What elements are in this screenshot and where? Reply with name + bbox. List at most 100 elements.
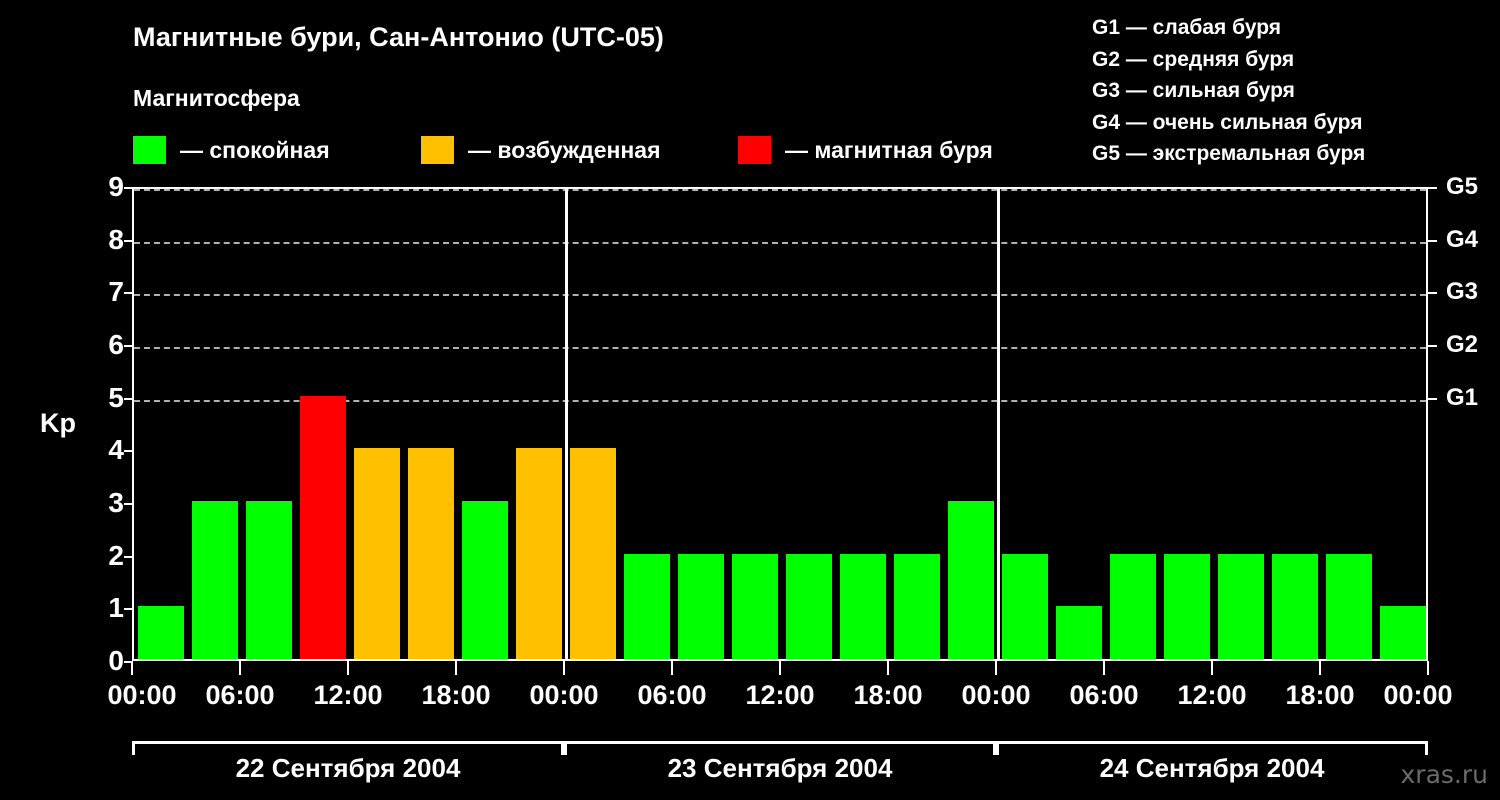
x-tick-mark bbox=[779, 661, 781, 675]
gridline-kp-9 bbox=[134, 189, 1426, 191]
bar bbox=[1164, 553, 1210, 659]
gscale-row-g3: G3 — сильная буря bbox=[1092, 79, 1295, 102]
y-tick-label-9: 9 bbox=[108, 171, 124, 202]
y-tick-label-5: 5 bbox=[108, 381, 124, 413]
y-tick-mark bbox=[124, 503, 133, 505]
bar bbox=[732, 553, 778, 659]
day-band-rule bbox=[996, 741, 1428, 744]
legend-swatch-storm-icon bbox=[738, 136, 771, 164]
day-band-tick bbox=[132, 741, 135, 755]
legend-swatch-unsettled-icon bbox=[421, 136, 454, 164]
gridline-kp-8 bbox=[134, 241, 1426, 244]
x-tick-mark bbox=[887, 661, 889, 675]
y-tick-label-7: 7 bbox=[108, 276, 124, 308]
bar bbox=[786, 553, 832, 659]
y-tick-mark bbox=[124, 608, 133, 611]
x-tick-label: 18:00 bbox=[421, 680, 491, 710]
legend-label-storm: — магнитная буря bbox=[785, 136, 993, 163]
bar bbox=[408, 448, 454, 659]
day-label: 22 Сентября 2004 bbox=[235, 753, 461, 783]
watermark: xras.ru bbox=[1400, 760, 1489, 789]
x-tick-mark bbox=[1211, 661, 1213, 675]
g-tick-mark bbox=[1428, 292, 1437, 295]
gscale-row-g5: G5 — экстремальная буря bbox=[1092, 142, 1366, 165]
x-tick-label: 00:00 bbox=[1383, 680, 1453, 710]
bar bbox=[462, 501, 508, 659]
x-tick-label: 18:00 bbox=[853, 680, 923, 710]
day-labels: 22 Сентября 2004 23 Сентября 2004 24 Сентя… bbox=[132, 755, 1428, 795]
x-tick-mark bbox=[1319, 661, 1321, 675]
g-tick-label-g1: G1 bbox=[1446, 383, 1479, 411]
gridline-kp-6 bbox=[134, 347, 1426, 349]
y-tick-mark bbox=[124, 661, 133, 663]
bar bbox=[678, 553, 724, 659]
y-tick-mark bbox=[124, 292, 133, 295]
day-bands bbox=[132, 741, 1428, 755]
gscale-row-g4: G4 — очень сильная буря bbox=[1092, 110, 1363, 134]
x-tick-label: 00:00 bbox=[107, 680, 177, 710]
y-tick-mark bbox=[124, 555, 133, 558]
y-tick-mark bbox=[124, 397, 133, 400]
bar bbox=[948, 501, 994, 659]
y-tick-mark bbox=[124, 187, 133, 189]
x-tick-label: 12:00 bbox=[1177, 680, 1247, 710]
gridline-kp-7 bbox=[134, 294, 1426, 297]
day-band-tick bbox=[561, 741, 564, 755]
gscale-row-g2: G2 — средняя буря bbox=[1092, 47, 1295, 71]
legend-entry-storm: — магнитная буря bbox=[738, 133, 993, 167]
legend-entry-unsettled: — возбужденная bbox=[421, 133, 661, 167]
x-tick-label: 06:00 bbox=[1069, 680, 1139, 710]
day-band-tick bbox=[996, 741, 999, 755]
legend-label-quiet: — спокойная bbox=[180, 136, 330, 163]
bar bbox=[516, 448, 562, 659]
day-band-tick bbox=[993, 741, 996, 755]
day-band-tick bbox=[564, 741, 567, 755]
x-tick-label: 12:00 bbox=[745, 680, 815, 710]
bar bbox=[246, 501, 292, 659]
bar bbox=[1002, 553, 1048, 659]
x-tick-label: 06:00 bbox=[637, 680, 707, 710]
x-tick-label: 00:00 bbox=[529, 680, 599, 710]
x-tick-mark bbox=[455, 661, 457, 675]
bar bbox=[1110, 553, 1156, 659]
y-axis-label: Kp bbox=[40, 408, 76, 438]
y-tick-label-6: 6 bbox=[108, 329, 124, 360]
day-separator bbox=[564, 189, 568, 659]
day-band-tick bbox=[1425, 741, 1428, 755]
bar bbox=[570, 448, 616, 659]
bar bbox=[1218, 553, 1264, 659]
x-tick-mark bbox=[131, 661, 133, 675]
y-tick-label-0: 0 bbox=[108, 645, 124, 676]
x-tick-mark bbox=[239, 661, 241, 675]
bar bbox=[1272, 553, 1318, 659]
g-tick-mark bbox=[1428, 345, 1437, 347]
x-axis-ticks bbox=[131, 661, 1429, 677]
bar bbox=[840, 553, 886, 659]
day-label: 24 Сентября 2004 bbox=[1099, 753, 1325, 783]
magnetosphere-legend: — спокойная — возбужденная — магнитная бур… bbox=[133, 133, 1033, 167]
y-tick-mark bbox=[124, 345, 133, 347]
bar bbox=[624, 553, 670, 659]
y-tick-label-4: 4 bbox=[108, 434, 124, 466]
g-tick-label-g4: G4 bbox=[1446, 225, 1479, 253]
y-tick-label-8: 8 bbox=[108, 223, 124, 255]
x-tick-label: 12:00 bbox=[313, 680, 383, 710]
x-tick-mark bbox=[995, 661, 997, 675]
bar bbox=[894, 553, 940, 659]
bar bbox=[300, 395, 346, 659]
plot-area bbox=[132, 187, 1428, 661]
gridline-kp-5 bbox=[134, 399, 1426, 402]
legend-entry-quiet: — спокойная bbox=[133, 133, 330, 167]
bar bbox=[192, 501, 238, 659]
gscale-row-g1: G1 — слабая буря bbox=[1092, 16, 1282, 39]
bar bbox=[1380, 606, 1426, 659]
x-tick-mark bbox=[563, 661, 565, 675]
g-tick-label-g5: G5 bbox=[1446, 173, 1479, 200]
bar bbox=[354, 448, 400, 659]
x-tick-mark bbox=[1427, 661, 1429, 675]
g-tick-label-g2: G2 bbox=[1446, 331, 1479, 358]
gscale-legend: G1 — слабая буря G2 — средняя буря G3 — си… bbox=[1074, 12, 1494, 170]
bar bbox=[1056, 606, 1102, 659]
x-tick-mark bbox=[671, 661, 673, 675]
day-band-rule bbox=[564, 741, 996, 744]
